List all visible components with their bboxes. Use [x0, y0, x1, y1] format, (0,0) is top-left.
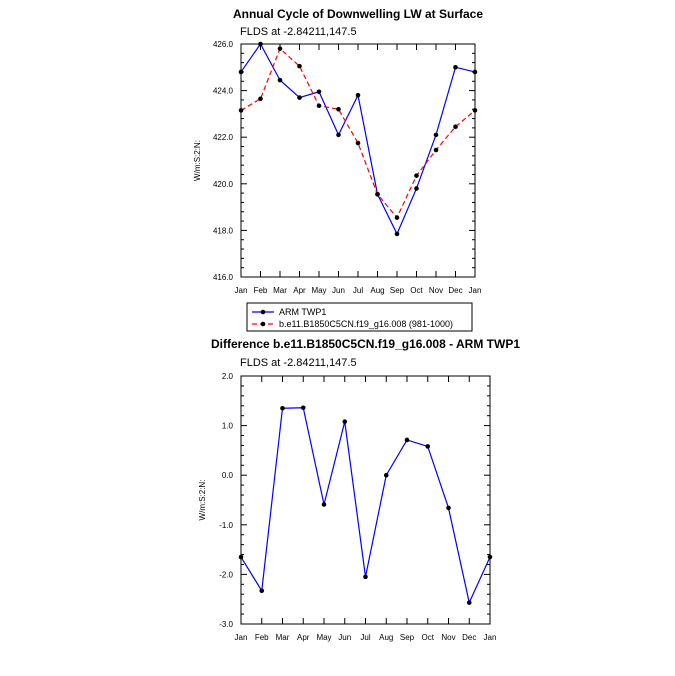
x-tick-label: May	[316, 633, 331, 642]
series-1-point	[414, 186, 419, 191]
series-1-point	[300, 405, 306, 411]
x-tick-label: Sep	[390, 286, 405, 295]
series-line-1	[240, 42, 476, 236]
x-tick-label: Nov	[429, 286, 443, 295]
y-tick-label: 426.0	[213, 40, 234, 49]
series-2-point	[433, 147, 439, 153]
x-tick-label: May	[311, 286, 326, 295]
x-tick-label: Jul	[360, 633, 370, 642]
series-1-point	[238, 69, 244, 75]
x-tick-label: Apr	[293, 286, 306, 295]
series-1-point	[363, 574, 368, 580]
x-tick-label: Sep	[400, 633, 415, 642]
x-tick-label: Jan	[235, 286, 248, 295]
series-2-point	[472, 108, 478, 113]
chart-title: Annual Cycle of Downwelling LW at Surfac…	[233, 7, 483, 21]
series-1-point	[487, 554, 493, 560]
chart-subtitle: FLDS at -2.84211,147.5	[240, 26, 357, 38]
x-tick-label: Oct	[422, 633, 435, 642]
legend-box	[246, 302, 473, 332]
chart-title: Difference b.e11.B1850C5CN.f19_g16.008 -…	[211, 337, 520, 351]
series-1-point	[336, 132, 341, 138]
y-tick-label: 416.0	[213, 273, 234, 282]
series-1-point	[297, 95, 302, 100]
series-1-point	[404, 437, 410, 443]
series-1-point	[238, 554, 244, 560]
series-1-point	[316, 89, 322, 95]
series-1-point	[466, 600, 472, 605]
x-tick-label: Mar	[276, 633, 290, 642]
y-tick-label: 422.0	[213, 133, 234, 142]
series-1-point	[259, 588, 265, 594]
series-2-point	[258, 96, 263, 102]
series-1-point	[383, 472, 389, 478]
series-line-1	[240, 407, 491, 605]
x-tick-label: Dec	[462, 633, 476, 642]
y-tick-label: 420.0	[213, 180, 234, 189]
legend-marker-1	[260, 309, 266, 315]
series-1-point	[472, 69, 478, 75]
x-tick-label: Nov	[441, 633, 455, 642]
x-tick-label: Jul	[353, 286, 363, 295]
series-2-point	[238, 108, 244, 113]
x-tick-label: Feb	[255, 633, 269, 642]
y-tick-label: -3.0	[219, 620, 233, 629]
series-1-point	[258, 41, 263, 47]
legend-label-1: ARM TWP1	[279, 307, 326, 317]
series-1-point	[433, 132, 439, 138]
y-tick-label: -2.0	[219, 570, 233, 579]
plot-frame	[240, 43, 476, 278]
series-2-point	[414, 173, 419, 178]
series-2-point	[336, 106, 341, 112]
chart-subtitle: FLDS at -2.84211,147.5	[240, 357, 357, 369]
y-tick-label: 424.0	[213, 87, 234, 96]
x-tick-label: Jun	[338, 633, 351, 642]
series-2-point	[375, 191, 380, 197]
x-tick-label: Apr	[297, 633, 310, 642]
series-2-point	[316, 103, 322, 109]
series-1-point	[446, 505, 451, 511]
legend-marker-2	[260, 321, 266, 327]
series-2-point	[297, 63, 302, 69]
series-1-point	[425, 444, 431, 449]
y-axis-label: W/m:S:2:N:	[193, 140, 202, 181]
y-tick-label: 418.0	[213, 226, 234, 235]
series-1-point	[280, 405, 285, 411]
legend-label-2: b.e11.B1850C5CN.f19_g16.008 (981-1000)	[279, 319, 453, 329]
series-1-point	[277, 77, 283, 83]
x-tick-label: Jan	[469, 286, 482, 295]
series-2-point	[453, 124, 458, 130]
x-tick-label: Oct	[410, 286, 423, 295]
series-1-point	[394, 231, 400, 237]
x-tick-label: Aug	[370, 286, 384, 295]
y-tick-label: 2.0	[222, 372, 234, 381]
x-tick-label: Mar	[273, 286, 287, 295]
plot-frame	[240, 375, 491, 625]
x-tick-label: Jan	[235, 633, 248, 642]
x-tick-label: Jan	[484, 633, 497, 642]
y-axis-label: W/m:S:2:N:	[198, 480, 207, 521]
series-1-point	[355, 92, 361, 98]
series-2-point	[394, 215, 400, 220]
series-2-point	[355, 140, 361, 146]
series-1-point	[342, 419, 348, 424]
series-1-point	[321, 502, 327, 507]
y-tick-label: -1.0	[219, 521, 233, 530]
x-tick-label: Dec	[448, 286, 462, 295]
x-tick-label: Jun	[332, 286, 345, 295]
x-tick-label: Feb	[254, 286, 268, 295]
x-tick-label: Aug	[379, 633, 393, 642]
y-tick-label: 0.0	[222, 471, 234, 480]
series-1-point	[453, 65, 458, 70]
series-2-point	[277, 46, 283, 51]
y-tick-label: 1.0	[222, 422, 234, 431]
